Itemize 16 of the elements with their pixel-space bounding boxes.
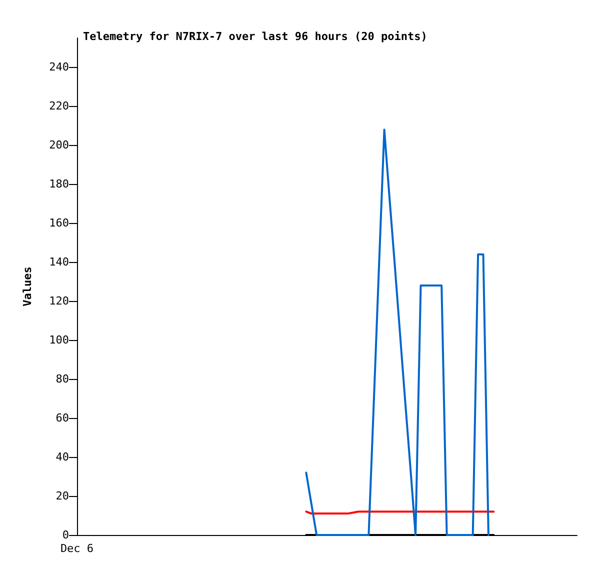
y-axis-title: Values — [21, 266, 34, 306]
y-tick-label: 80 — [56, 372, 69, 386]
y-tick-label: 200 — [49, 138, 69, 152]
y-tick-label: 220 — [49, 100, 69, 113]
y-tick-label: 140 — [49, 256, 69, 269]
chart-title: Telemetry for N7RIX-7 over last 96 hours (20 points) — [83, 30, 428, 43]
y-tick-label: 160 — [49, 216, 69, 230]
y-tick-label: 20 — [56, 490, 69, 503]
y-tick-label: 100 — [49, 334, 69, 347]
x-tick-label: Dec 6 — [60, 542, 94, 555]
y-tick-label: 60 — [56, 412, 69, 425]
y-tick-label: 240 — [49, 60, 69, 74]
y-tick-label: 0 — [62, 528, 69, 542]
y-tick-label: 40 — [56, 450, 69, 464]
y-tick-label: 180 — [49, 178, 69, 191]
y-tick-label: 120 — [49, 294, 69, 308]
